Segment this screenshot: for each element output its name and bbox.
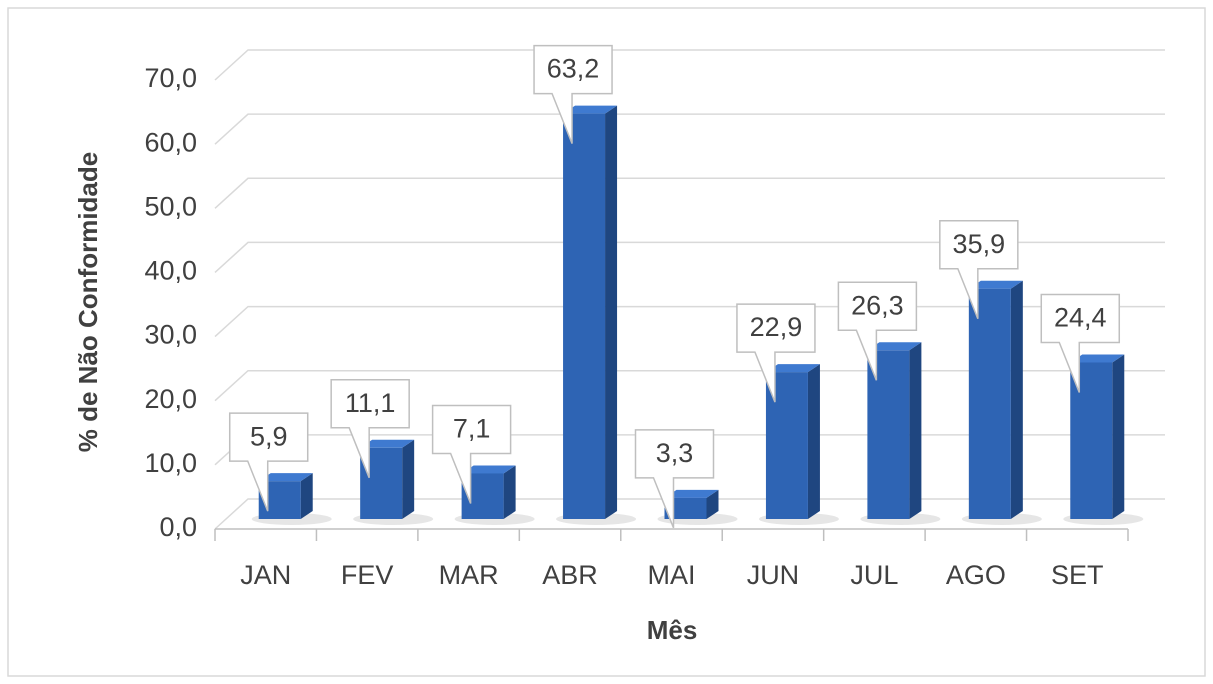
data-label: 22,9 [750, 312, 803, 342]
data-label-callout [837, 281, 918, 381]
data-label-callout [1040, 293, 1121, 393]
grid-line [214, 113, 1165, 145]
data-label-callout [431, 404, 512, 504]
y-axis-label: % de Não Conformidade [73, 152, 103, 452]
grid-line [214, 241, 1165, 273]
x-tick-label: JUL [850, 560, 898, 590]
bar-top [258, 473, 313, 482]
data-label: 24,4 [1054, 303, 1107, 333]
data-label: 35,9 [953, 229, 1006, 259]
x-axis-label: Mês [647, 615, 698, 645]
bar-side [706, 489, 719, 519]
bar-top [360, 439, 415, 448]
y-tick-label: 70,0 [144, 63, 197, 93]
x-tick-label: AGO [946, 560, 1006, 590]
data-label: 26,3 [851, 290, 904, 320]
data-label-callout [533, 44, 613, 144]
grid-line [214, 498, 1165, 530]
bar-side [300, 473, 313, 519]
bar [968, 288, 1011, 519]
bar-top [765, 364, 820, 373]
bar-top [664, 489, 719, 498]
x-tick-label: JUN [747, 560, 800, 590]
y-tick-label: 30,0 [144, 320, 197, 350]
bar [867, 350, 910, 519]
data-label-callout [736, 303, 816, 403]
x-tick-label: SET [1051, 560, 1104, 590]
bar-side [503, 465, 516, 519]
grid-line [214, 49, 1165, 81]
data-label-callout [330, 379, 410, 479]
x-tick-label: JAN [240, 560, 291, 590]
bar-side [1112, 354, 1125, 519]
y-tick-label: 20,0 [144, 384, 197, 414]
data-label-callout [634, 429, 715, 529]
bar-top [1070, 354, 1125, 363]
bar-side [1010, 280, 1023, 519]
grid-line [214, 177, 1165, 209]
bar-top [867, 342, 922, 351]
data-label: 7,1 [453, 414, 491, 444]
y-tick-label: 10,0 [144, 448, 197, 478]
x-tick-label: MAR [439, 560, 499, 590]
bar-top [968, 280, 1023, 289]
bar [664, 497, 707, 519]
bar-side [807, 364, 820, 519]
bar-side [605, 105, 618, 520]
y-tick-label: 0,0 [159, 512, 197, 542]
bar-side [402, 439, 415, 519]
grid-line [214, 369, 1165, 402]
data-label: 63,2 [547, 54, 600, 84]
x-tick-label: ABR [542, 560, 598, 590]
data-label-callout [939, 219, 1019, 320]
data-label: 5,9 [250, 421, 288, 451]
bar-top [563, 105, 618, 114]
y-tick-label: 50,0 [144, 191, 197, 221]
bar-side [909, 342, 922, 519]
x-tick-label: FEV [341, 560, 394, 590]
y-tick-label: 60,0 [144, 127, 197, 157]
y-tick-label: 40,0 [144, 256, 197, 286]
bar [563, 113, 606, 520]
x-tick-label: MAI [647, 560, 695, 590]
data-label: 11,1 [345, 388, 396, 418]
data-label-callout [228, 412, 309, 512]
bar-top [461, 465, 516, 474]
data-label: 3,3 [656, 438, 694, 468]
